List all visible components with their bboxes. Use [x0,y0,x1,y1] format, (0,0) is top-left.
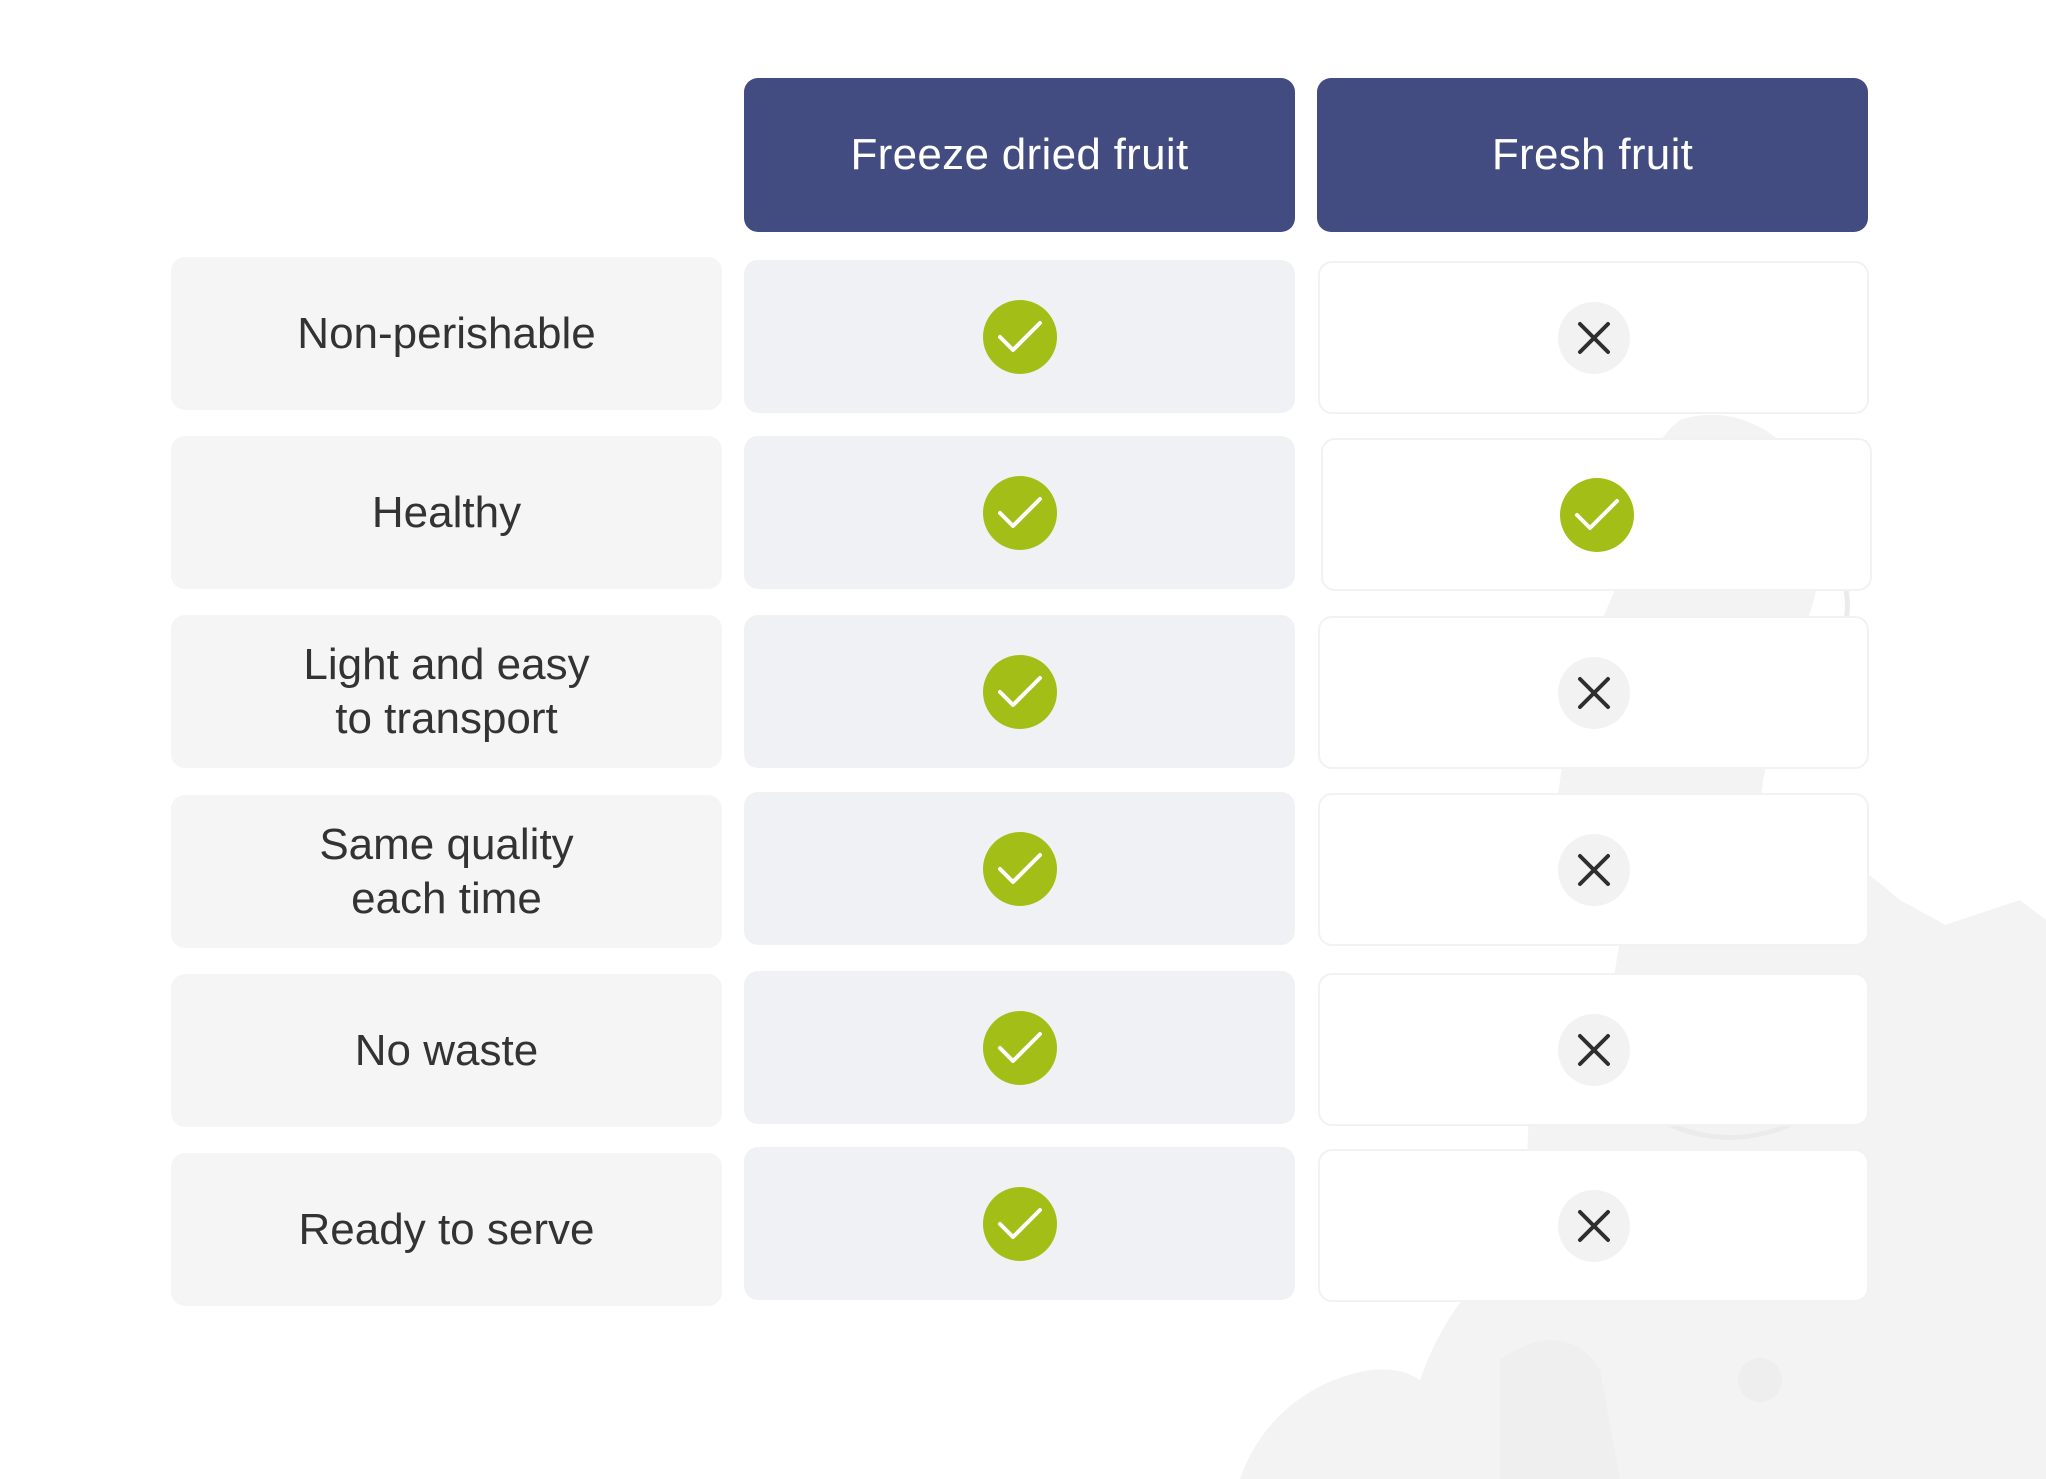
feature-label: Non-perishable [297,308,596,358]
cross-icon [1557,1013,1630,1086]
freeze-cell-ready-to-serve [744,1147,1295,1300]
freeze-cell-same-quality [744,792,1295,945]
fresh-cell-light-and-easy [1318,616,1869,769]
feature-same-quality: Same quality each time [171,795,722,948]
cross-icon [1557,833,1630,906]
freeze-cell-no-waste [744,971,1295,1124]
feature-label: Light and easy to transport [303,639,590,743]
freeze-dried-header-label: Freeze dried fruit [850,130,1189,179]
check-icon [1559,477,1634,552]
cross-icon [1557,656,1630,729]
feature-ready-to-serve: Ready to serve [171,1153,722,1306]
feature-healthy: Healthy [171,436,722,589]
fresh-cell-healthy [1321,438,1872,591]
fresh-cell-no-waste [1318,973,1869,1126]
feature-no-waste: No waste [171,974,722,1127]
fresh-cell-non-perishable [1318,261,1869,414]
freeze-cell-light-and-easy [744,615,1295,768]
fresh-cell-same-quality [1318,793,1869,946]
feature-non-perishable: Non-perishable [171,257,722,410]
feature-label: Ready to serve [298,1204,595,1254]
cross-icon [1557,301,1630,374]
check-icon [982,1186,1057,1261]
check-icon [982,1010,1057,1085]
check-icon [982,475,1057,550]
check-icon [982,299,1057,374]
cross-icon [1557,1189,1630,1262]
freeze-cell-healthy [744,436,1295,589]
freeze-dried-header: Freeze dried fruit [744,78,1295,232]
fresh-fruit-header: Fresh fruit [1317,78,1868,232]
feature-light-and-easy: Light and easy to transport [171,615,722,768]
fresh-fruit-header-label: Fresh fruit [1491,130,1694,179]
check-icon [982,831,1057,906]
check-icon [982,654,1057,729]
freeze-cell-non-perishable [744,260,1295,413]
feature-label: No waste [354,1025,539,1075]
feature-label: Healthy [371,487,522,537]
feature-label: Same quality each time [319,819,574,923]
fresh-cell-ready-to-serve [1318,1149,1869,1302]
